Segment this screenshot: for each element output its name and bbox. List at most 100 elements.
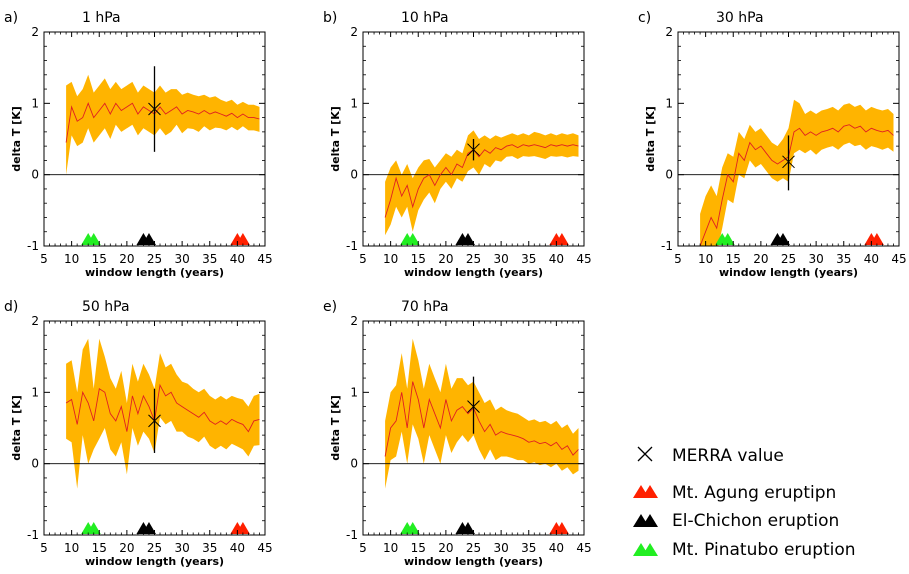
mean-line: [699, 124, 894, 246]
y-tick-label: 2: [350, 314, 358, 328]
pinatubo-marker: [405, 233, 420, 245]
y-tick-label: 1: [31, 385, 39, 399]
merra-marker: [467, 400, 480, 413]
y-tick-label: 0: [31, 457, 39, 471]
panel-title: 1 hPa: [82, 10, 121, 26]
y-tick-label: 0: [350, 457, 358, 471]
x-tick-label: 40: [549, 541, 564, 555]
x-tick-label: 30: [493, 252, 508, 266]
y-tick-label: 0: [31, 168, 39, 182]
x-tick-label: 35: [202, 252, 217, 266]
uncertainty-band: [66, 74, 260, 175]
x-tick-label: 25: [466, 541, 481, 555]
x-tick-label: 5: [40, 252, 48, 266]
plot-area: [44, 66, 265, 245]
legend-merra-marker: [637, 446, 653, 462]
x-axis-label: window length (years): [404, 266, 543, 279]
y-tick-label: 1: [665, 96, 673, 110]
x-tick-label: 40: [864, 252, 879, 266]
legend-pinatubo-marker: [633, 543, 658, 556]
panel-letter: b): [323, 10, 337, 26]
x-tick-label: 10: [64, 541, 79, 555]
x-tick-label: 30: [174, 252, 189, 266]
merra-marker: [782, 155, 795, 169]
mean-line: [384, 144, 579, 218]
merra-marker: [148, 414, 161, 428]
x-tick-label: 45: [891, 252, 906, 266]
legend-agung-marker: [633, 485, 658, 498]
x-tick-label: 45: [576, 252, 591, 266]
elchichon-marker: [141, 233, 156, 245]
legend-elchichon-marker: [633, 514, 658, 527]
plot-area: [363, 130, 584, 245]
y-axis-label: delta T [K]: [329, 106, 342, 172]
y-tick-label: 2: [350, 25, 358, 39]
elchichon-marker: [460, 522, 475, 534]
y-tick-label: 0: [350, 168, 358, 182]
legend-agung-label: Mt. Agung eruptipn: [672, 483, 836, 503]
agung-marker: [869, 233, 884, 245]
agung-marker: [554, 522, 569, 534]
x-tick-label: 40: [230, 252, 245, 266]
panel-2: 5 10 15 20 25 30 35 40 45 -1 0 1 2 window length (yea…: [323, 10, 592, 279]
uncertainty-band: [700, 99, 894, 246]
y-tick-label: -1: [661, 239, 673, 253]
legend-pinatubo-label: Mt. Pinatubo eruption: [672, 540, 856, 560]
x-tick-label: 10: [383, 252, 398, 266]
mean-line: [65, 383, 260, 433]
elchichon-marker: [775, 233, 790, 245]
x-tick-label: 35: [836, 252, 851, 266]
panel-letter: a): [4, 10, 18, 26]
y-tick-label: 1: [31, 96, 39, 110]
x-tick-label: 25: [147, 252, 162, 266]
y-tick-label: -1: [346, 528, 358, 542]
panel-1: 5 10 15 20 25 30 35 40 45 -1 0 1 2 window length (yea…: [4, 10, 273, 279]
x-tick-label: 35: [521, 541, 536, 555]
x-tick-label: 30: [493, 541, 508, 555]
legend-pinatubo: Mt. Pinatubo eruption: [633, 540, 856, 560]
merra-marker: [467, 143, 480, 157]
agung-marker: [554, 233, 569, 245]
y-tick-label: -1: [346, 239, 358, 253]
x-axis-label: window length (years): [85, 555, 224, 568]
x-tick-label: 45: [257, 541, 272, 555]
x-tick-label: 15: [411, 252, 426, 266]
mean-line: [65, 102, 260, 143]
x-tick-label: 20: [753, 252, 768, 266]
x-axis-label: window length (years): [719, 266, 858, 279]
legend-elchichon: El-Chichon eruption: [633, 511, 839, 531]
uncertainty-band: [385, 130, 579, 236]
y-tick-label: 0: [665, 168, 673, 182]
y-tick-label: -1: [27, 528, 39, 542]
x-tick-label: 5: [359, 541, 367, 555]
plot-area: [363, 338, 584, 534]
x-tick-label: 45: [257, 252, 272, 266]
x-tick-label: 45: [576, 541, 591, 555]
y-tick-label: 2: [31, 25, 39, 39]
x-tick-label: 15: [92, 252, 107, 266]
x-tick-label: 30: [808, 252, 823, 266]
uncertainty-band: [385, 338, 579, 489]
y-tick-label: 2: [31, 314, 39, 328]
x-tick-label: 30: [174, 541, 189, 555]
y-axis-label: delta T [K]: [10, 106, 23, 172]
panel-5: 5 10 15 20 25 30 35 40 45 -1 0 1 2 window length (yea…: [323, 299, 592, 568]
agung-marker: [235, 233, 250, 245]
y-tick-label: 2: [665, 25, 673, 39]
x-tick-label: 10: [383, 541, 398, 555]
panel-title: 70 hPa: [401, 299, 449, 315]
y-tick-label: 1: [350, 96, 358, 110]
panel-title: 50 hPa: [82, 299, 130, 315]
x-tick-label: 10: [64, 252, 79, 266]
panel-letter: e): [323, 299, 337, 315]
plot-area: [678, 99, 899, 246]
elchichon-marker: [141, 522, 156, 534]
y-axis-label: delta T [K]: [10, 395, 23, 461]
y-tick-label: -1: [27, 239, 39, 253]
x-tick-label: 5: [674, 252, 682, 266]
panel-letter: d): [4, 299, 18, 315]
x-tick-label: 20: [438, 252, 453, 266]
x-tick-label: 25: [781, 252, 796, 266]
